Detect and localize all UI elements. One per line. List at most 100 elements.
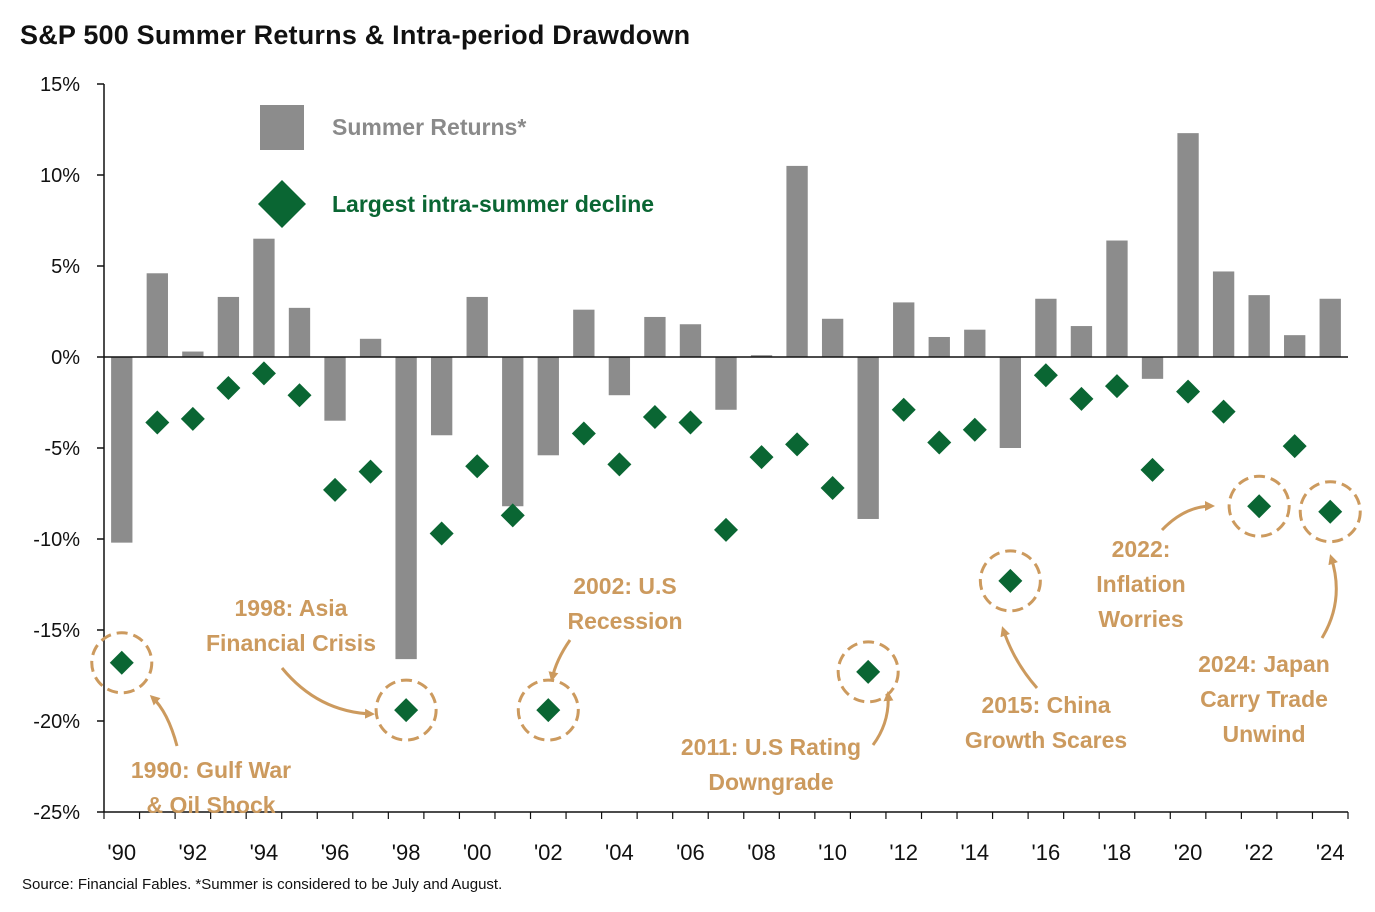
diamond-2018 — [1104, 374, 1129, 399]
annotation-text-2024: 2024: Japan — [1198, 651, 1330, 677]
x-tick-label: '92 — [179, 840, 208, 865]
bar-1998 — [395, 357, 417, 660]
annotation-text-2022: Inflation — [1096, 571, 1185, 597]
bar-2005 — [644, 316, 666, 357]
y-tick-label: 0% — [51, 347, 80, 369]
diamond-2002 — [536, 698, 561, 723]
annotation-text-2015: Growth Scares — [965, 727, 1127, 753]
y-tick-label: -5% — [44, 438, 80, 460]
annotation-text-2024: Carry Trade — [1200, 686, 1328, 712]
bar-2007 — [715, 357, 737, 410]
y-tick-label: 15% — [40, 74, 80, 96]
highlight-circle-2011 — [836, 640, 900, 704]
bar-2023 — [1284, 335, 1306, 357]
bar-2017 — [1070, 326, 1093, 357]
annotation-arrow-2024 — [1320, 554, 1338, 639]
y-tick-label: -10% — [33, 529, 80, 551]
bar-2009 — [786, 165, 808, 357]
x-tick-label: '22 — [1245, 840, 1274, 865]
bar-2024 — [1319, 298, 1341, 357]
highlight-circle-2015 — [978, 549, 1042, 613]
bar-2003 — [573, 309, 595, 357]
legend-bar-swatch — [260, 105, 304, 150]
bar-2004 — [608, 357, 631, 396]
diamond-2000 — [465, 454, 490, 479]
bar-1995 — [288, 307, 311, 357]
bar-1997 — [359, 338, 382, 357]
diamond-2017 — [1069, 386, 1094, 411]
annotation-arrow-1990 — [149, 694, 179, 747]
bar-2013 — [928, 336, 950, 357]
legend-diamonds-label: Largest intra-summer decline — [332, 191, 654, 217]
diamond-2019 — [1140, 457, 1165, 482]
diamond-1993 — [216, 375, 241, 400]
bar-2012 — [893, 302, 915, 357]
diamond-1990 — [109, 650, 134, 675]
diamond-1994 — [251, 361, 276, 386]
annotation-text-2011: 2011: U.S Rating — [681, 734, 861, 760]
annotation-text-1998: 1998: Asia — [235, 595, 348, 621]
annotation-text-2002: 2002: U.S — [573, 573, 677, 599]
diamond-2008 — [749, 445, 774, 470]
bar-2019 — [1141, 357, 1164, 379]
bar-1996 — [324, 357, 346, 421]
diamond-1999 — [429, 521, 454, 546]
bar-2014 — [964, 329, 986, 357]
diamond-1998 — [394, 698, 419, 723]
bar-2001 — [502, 357, 524, 507]
source-note: Source: Financial Fables. *Summer is con… — [22, 876, 503, 893]
diamond-2011 — [856, 659, 881, 684]
annotation-arrow-2011 — [871, 691, 894, 746]
diamond-2015 — [998, 568, 1023, 593]
annotation-text-1990: 1990: Gulf War — [131, 757, 291, 783]
bar-2011 — [857, 357, 879, 519]
diamond-2013 — [927, 430, 952, 455]
x-tick-label: '14 — [960, 840, 989, 865]
annotation-text-2022: 2022: — [1112, 536, 1171, 562]
annotation-text-2022: Worries — [1098, 606, 1183, 632]
y-tick-label: -15% — [33, 620, 80, 642]
y-tick-label: 5% — [51, 256, 80, 278]
chart-title: S&P 500 Summer Returns & Intra-period Dr… — [20, 20, 691, 50]
bar-2000 — [466, 296, 488, 357]
diamond-2009 — [785, 432, 810, 457]
diamond-2021 — [1211, 399, 1236, 424]
annotation-text-1990: & Oil Shock — [146, 792, 275, 818]
x-tick-label: '02 — [534, 840, 563, 865]
x-tick-label: '24 — [1316, 840, 1345, 865]
diamond-2023 — [1282, 434, 1307, 459]
x-tick-label: '98 — [392, 840, 421, 865]
highlight-circle-2002 — [516, 678, 580, 742]
x-tick-label: '04 — [605, 840, 634, 865]
highlight-circle-2022 — [1227, 474, 1291, 538]
diamond-2012 — [891, 397, 916, 422]
diamond-2016 — [1033, 363, 1058, 388]
bar-2002 — [537, 357, 559, 456]
annotation-arrow-2022 — [1160, 501, 1215, 532]
annotation-arrow-2002 — [548, 639, 572, 682]
annotation-arrow-2015 — [1000, 626, 1039, 689]
annotation-text-2015: 2015: China — [981, 692, 1110, 718]
x-tick-label: '20 — [1174, 840, 1203, 865]
highlight-circle-2024 — [1298, 480, 1362, 544]
bar-1991 — [146, 273, 168, 357]
bar-1990 — [111, 357, 133, 543]
bar-2015 — [999, 357, 1022, 448]
bar-2010 — [821, 318, 844, 357]
annotation-text-2024: Unwind — [1222, 721, 1305, 747]
diamond-1996 — [323, 477, 348, 502]
y-tick-label: -25% — [33, 802, 80, 824]
diamond-2022 — [1247, 494, 1272, 519]
x-tick-label: '16 — [1032, 840, 1061, 865]
annotation-text-1998: Financial Crisis — [206, 630, 376, 656]
bar-2008 — [750, 355, 773, 357]
bar-2016 — [1035, 298, 1057, 357]
x-tick-label: '10 — [818, 840, 847, 865]
diamond-2020 — [1176, 379, 1201, 404]
x-tick-label: '96 — [321, 840, 350, 865]
x-tick-label: '08 — [747, 840, 776, 865]
bar-2020 — [1177, 133, 1199, 357]
diamond-2024 — [1318, 499, 1343, 524]
